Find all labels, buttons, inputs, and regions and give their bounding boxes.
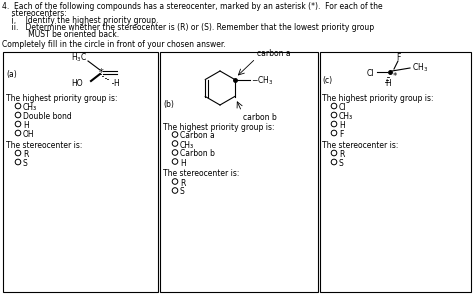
- Text: S: S: [180, 188, 185, 196]
- Text: MUST be oriented back.: MUST be oriented back.: [2, 30, 119, 39]
- Text: stereocenters:: stereocenters:: [2, 9, 67, 18]
- Text: Cl: Cl: [366, 68, 374, 78]
- Text: *: *: [393, 71, 397, 81]
- Text: Carbon a: Carbon a: [180, 132, 215, 140]
- Text: H: H: [113, 78, 119, 88]
- Text: R: R: [339, 150, 345, 159]
- Text: H: H: [23, 121, 29, 130]
- Text: Cl: Cl: [339, 103, 346, 112]
- Text: CH₃: CH₃: [339, 112, 353, 121]
- Text: The stereocenter is:: The stereocenter is:: [163, 170, 239, 178]
- Bar: [320, 52, 471, 292]
- Text: HO: HO: [72, 78, 83, 88]
- Text: Completely fill in the circle in front of your chosen answer.: Completely fill in the circle in front o…: [2, 40, 226, 49]
- Text: The stereocenter is:: The stereocenter is:: [6, 141, 82, 150]
- Text: H: H: [385, 79, 391, 88]
- Text: OH: OH: [23, 130, 35, 139]
- Text: carbon b: carbon b: [243, 112, 276, 122]
- Text: H: H: [180, 158, 186, 168]
- Text: CH$_3$: CH$_3$: [412, 62, 428, 74]
- Text: The highest priority group is:: The highest priority group is:: [6, 94, 118, 103]
- Text: S: S: [339, 159, 344, 168]
- Bar: [3, 52, 158, 292]
- Text: ii.   Determine whether the stereocenter is (R) or (S). Remember that the lowest: ii. Determine whether the stereocenter i…: [2, 23, 374, 32]
- Text: H$_3$C: H$_3$C: [71, 52, 87, 64]
- Text: $-$CH$_3$: $-$CH$_3$: [251, 74, 273, 87]
- Text: (a): (a): [6, 70, 17, 78]
- Text: The highest priority group is:: The highest priority group is:: [322, 94, 434, 103]
- Text: F: F: [396, 53, 400, 63]
- Bar: [160, 52, 318, 292]
- Text: F: F: [339, 130, 343, 139]
- Text: CH₃: CH₃: [23, 103, 37, 112]
- Text: R: R: [23, 150, 28, 159]
- Text: R: R: [180, 178, 185, 188]
- Text: (c): (c): [322, 76, 332, 84]
- Text: Carbon b: Carbon b: [180, 150, 215, 158]
- Text: i.    Identify the highest priority group.: i. Identify the highest priority group.: [2, 16, 158, 25]
- Text: carbon a: carbon a: [257, 48, 291, 58]
- Text: Double bond: Double bond: [23, 112, 72, 121]
- Text: *: *: [99, 68, 103, 78]
- Text: H: H: [339, 121, 345, 130]
- Text: S: S: [23, 159, 28, 168]
- Text: 4.  Each of the following compounds has a stereocenter, marked by an asterisk (*: 4. Each of the following compounds has a…: [2, 2, 383, 11]
- Text: The highest priority group is:: The highest priority group is:: [163, 122, 274, 132]
- Text: The stereocenter is:: The stereocenter is:: [322, 141, 398, 150]
- Text: CH₃: CH₃: [180, 140, 194, 150]
- Text: (b): (b): [163, 100, 174, 109]
